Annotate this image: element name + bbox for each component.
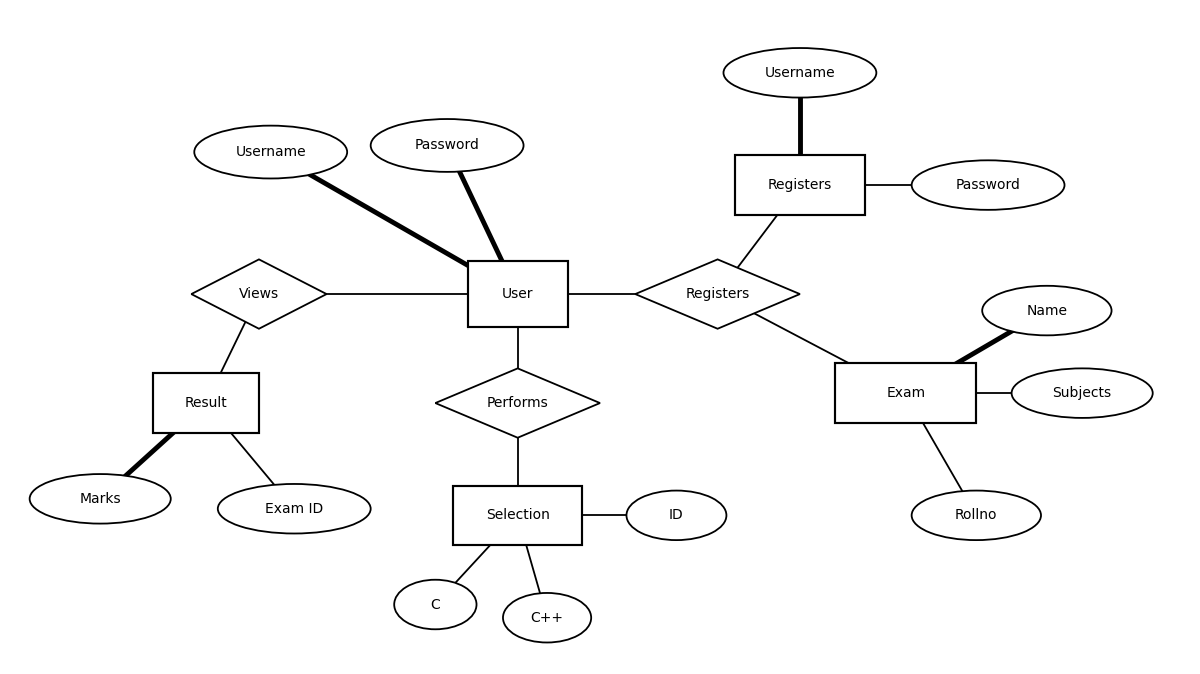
Text: Selection: Selection <box>486 508 550 522</box>
Text: C: C <box>431 598 440 611</box>
Text: Password: Password <box>955 178 1020 192</box>
Text: Password: Password <box>415 138 480 152</box>
Text: Result: Result <box>185 396 228 410</box>
Text: ID: ID <box>670 508 684 522</box>
Text: Username: Username <box>764 66 835 80</box>
Polygon shape <box>635 259 800 329</box>
Polygon shape <box>436 369 600 437</box>
Text: Exam: Exam <box>886 386 925 400</box>
Text: Registers: Registers <box>685 287 750 301</box>
Text: Username: Username <box>235 145 306 159</box>
Text: C++: C++ <box>530 611 564 625</box>
Text: Exam ID: Exam ID <box>265 501 323 516</box>
Text: Performs: Performs <box>487 396 548 410</box>
Ellipse shape <box>371 119 523 172</box>
Ellipse shape <box>724 48 876 98</box>
Ellipse shape <box>218 484 371 534</box>
Ellipse shape <box>1012 369 1153 418</box>
FancyBboxPatch shape <box>736 156 864 215</box>
FancyBboxPatch shape <box>468 261 568 327</box>
Ellipse shape <box>503 593 592 642</box>
Ellipse shape <box>626 491 726 540</box>
FancyBboxPatch shape <box>454 485 582 545</box>
Polygon shape <box>191 259 326 329</box>
Text: Views: Views <box>239 287 280 301</box>
Ellipse shape <box>983 286 1111 336</box>
Ellipse shape <box>394 580 476 630</box>
FancyBboxPatch shape <box>154 373 259 433</box>
Text: Marks: Marks <box>79 492 121 506</box>
Text: Subjects: Subjects <box>1052 386 1111 400</box>
Ellipse shape <box>30 474 170 524</box>
Text: Registers: Registers <box>768 178 832 192</box>
Text: Rollno: Rollno <box>955 508 997 522</box>
Text: User: User <box>502 287 534 301</box>
Ellipse shape <box>912 160 1064 210</box>
Ellipse shape <box>194 125 347 179</box>
Ellipse shape <box>912 491 1042 540</box>
Text: Name: Name <box>1026 303 1067 317</box>
FancyBboxPatch shape <box>835 363 977 423</box>
